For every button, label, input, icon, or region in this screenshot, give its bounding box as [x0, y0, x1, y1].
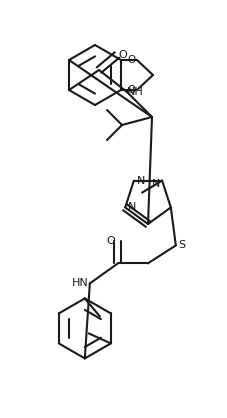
Text: O: O	[118, 50, 127, 60]
Text: N: N	[127, 202, 136, 212]
Text: N: N	[136, 176, 144, 186]
Text: O: O	[127, 85, 136, 95]
Text: O: O	[106, 237, 115, 247]
Text: N: N	[151, 178, 160, 189]
Text: S: S	[178, 240, 185, 250]
Text: HN: HN	[71, 278, 88, 288]
Text: O: O	[127, 55, 136, 65]
Text: NH: NH	[126, 87, 143, 97]
